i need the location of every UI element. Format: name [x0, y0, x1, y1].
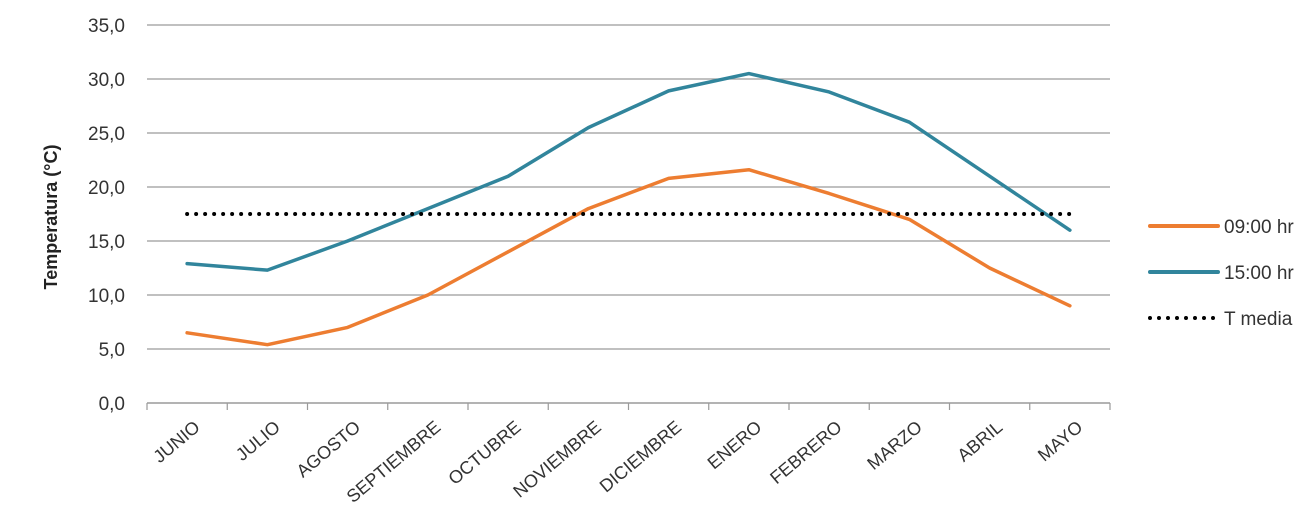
axes: 0,0 5,0 10,0 15,0 20,0 25,0 30,0 35,0 JUNIO JULIO…: [88, 16, 1111, 507]
x-tick-label-abril: ABRIL: [953, 417, 1006, 466]
y-axis-title: Temperatura (°C): [41, 145, 61, 290]
y-tick-label: 30,0: [88, 70, 125, 91]
legend-label-1: 15:00 hr: [1224, 263, 1294, 284]
series-line-0: [185, 167, 1072, 347]
series-line-1: [185, 71, 1072, 272]
y-tick-label: 20,0: [88, 178, 125, 199]
gridlines: [147, 24, 1110, 350]
x-tick-label-octubre: OCTUBRE: [444, 417, 524, 489]
x-tick-label-agosto: AGOSTO: [293, 417, 365, 482]
x-tick-label-enero: ENERO: [704, 417, 766, 473]
x-tick-label-marzo: MARZO: [863, 417, 926, 474]
y-tick-label: 35,0: [88, 16, 125, 37]
x-tick-label-junio: JUNIO: [149, 417, 203, 467]
x-tick-label-julio: JULIO: [232, 417, 284, 465]
x-tick-label-diciembre: DICIEMBRE: [596, 417, 685, 497]
y-tick-label: 25,0: [88, 124, 125, 145]
x-tick-label-mayo: MAYO: [1034, 417, 1086, 466]
y-tick-label: 10,0: [88, 286, 125, 307]
series-lines: [185, 71, 1072, 347]
x-tick-label-noviembre: NOVIEMBRE: [509, 417, 605, 502]
legend-label-2: T media: [1224, 309, 1293, 330]
legend: 09:00 hr 15:00 hr T media: [1148, 217, 1294, 330]
y-tick-label: 5,0: [99, 340, 125, 361]
y-tick-label: 0,0: [99, 394, 125, 415]
legend-label-0: 09:00 hr: [1224, 217, 1294, 238]
x-tick-label-febrero: FEBRERO: [766, 417, 846, 488]
y-tick-label: 15,0: [88, 232, 125, 253]
